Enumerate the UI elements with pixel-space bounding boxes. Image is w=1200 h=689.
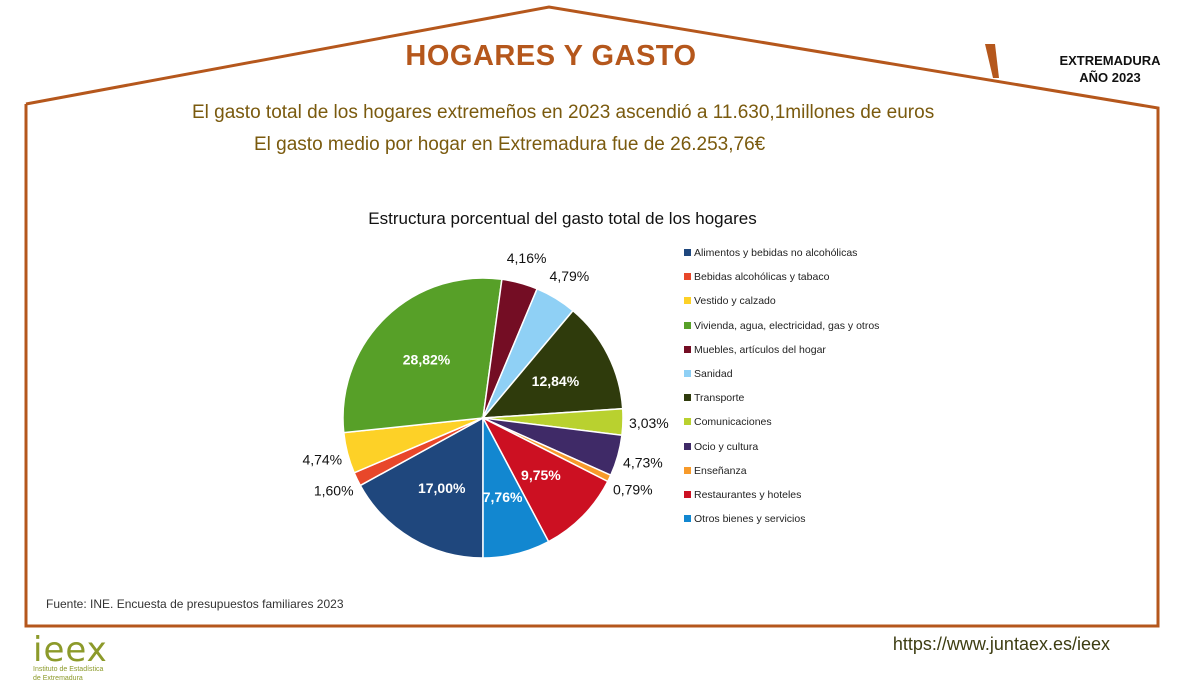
legend-label: Alimentos y bebidas no alcohólicas	[694, 247, 858, 259]
legend-item: Transporte	[684, 392, 884, 404]
legend-label: Ocio y cultura	[694, 440, 759, 453]
ieex-logo: ieex	[33, 630, 108, 670]
legend-swatch	[684, 442, 691, 450]
ieex-logo-subtitle: Instituto de Estadística de Extremadura	[33, 665, 123, 683]
legend-swatch	[684, 370, 691, 377]
page-title: HOGARES Y GASTO	[405, 40, 697, 72]
legend-swatch	[684, 466, 691, 474]
slice-label: 3,03%	[629, 415, 669, 431]
legend-swatch	[684, 345, 691, 353]
legend-label: Muebles, artículos del hogar	[694, 343, 826, 356]
legend-swatch	[684, 491, 691, 498]
region-year: AÑO 2023	[1079, 70, 1141, 85]
legend-item: Comunicaciones	[684, 416, 884, 428]
legend-swatch	[684, 394, 691, 402]
legend-label: Sanidad	[694, 368, 733, 380]
pie-slice	[342, 277, 503, 434]
slice-label: 1,60%	[314, 483, 354, 499]
legend-swatch	[684, 321, 691, 329]
legend-label: Bebidas alcohólicas y tabaco	[694, 271, 830, 284]
legend-label: Restaurantes y hoteles	[694, 489, 802, 501]
legend-label: Transporte	[694, 392, 745, 405]
legend-item: Alimentos y bebidas no alcohólicas	[684, 247, 884, 259]
legend-item: Vestido y calzado	[684, 295, 884, 307]
legend-item: Restaurantes y hoteles	[684, 489, 884, 501]
chimney	[985, 44, 999, 78]
legend-label: Enseñanza	[694, 464, 747, 477]
logo-sub-line1: Instituto de Estadística	[33, 666, 104, 673]
pie-chart: 17,00% 1,60% 4,74% 28,82% 4,16%4,79% 12,84% 3,…	[302, 250, 669, 559]
house-outline	[24, 5, 1160, 628]
source-note: Fuente: INE. Encuesta de presupuestos fa…	[46, 597, 344, 611]
chart-title: Estructura porcentual del gasto total de…	[368, 209, 757, 228]
legend-item: Sanidad	[684, 368, 884, 380]
legend-item: Otros bienes y servicios	[684, 513, 884, 525]
legend-item: Vivienda, agua, electricidad, gas y otro…	[684, 320, 884, 332]
legend-swatch	[684, 249, 691, 256]
legend-item: Enseñanza	[684, 465, 884, 477]
slice-label: 4,79%	[550, 268, 590, 284]
legend-item: Bebidas alcohólicas y tabaco	[684, 271, 884, 283]
pie-slice	[359, 416, 484, 559]
legend-label: Vivienda, agua, electricidad, gas y otro…	[694, 319, 880, 332]
slice-label: 17,00%	[418, 480, 466, 496]
region-badge: EXTREMADURA AÑO 2023	[1050, 52, 1170, 86]
legend-label: Vestido y calzado	[694, 295, 776, 308]
pie-slice	[481, 416, 609, 543]
slice-label: 4,74%	[302, 452, 342, 468]
region-name: EXTREMADURA	[1059, 53, 1161, 68]
legend-label: Comunicaciones	[694, 416, 772, 429]
headline-average-spending: El gasto medio por hogar en Extremadura …	[254, 134, 766, 155]
legend-swatch	[684, 273, 691, 281]
legend-swatch	[684, 515, 691, 523]
footer-url[interactable]: https://www.juntaex.es/ieex	[892, 634, 1110, 654]
legend-item: Muebles, artículos del hogar	[684, 344, 884, 356]
pie-slice	[481, 309, 624, 419]
legend-label: Otros bienes y servicios	[694, 513, 806, 526]
slice-label: 9,75%	[521, 467, 561, 483]
slice-label: 0,79%	[613, 482, 653, 498]
slice-label: 7,76%	[483, 489, 523, 505]
legend-swatch	[684, 297, 691, 305]
pie-slice	[482, 417, 550, 559]
slice-label: 4,73%	[623, 455, 663, 471]
legend-item: Ocio y cultura	[684, 441, 884, 453]
headline-total-spending: El gasto total de los hogares extremeños…	[192, 102, 935, 123]
legend-swatch	[684, 418, 691, 426]
slice-label: 4,16%	[507, 250, 547, 266]
logo-sub-line2: de Extremadura	[33, 675, 83, 682]
slice-label: 28,82%	[403, 352, 451, 368]
slice-label: 12,84%	[532, 373, 580, 389]
